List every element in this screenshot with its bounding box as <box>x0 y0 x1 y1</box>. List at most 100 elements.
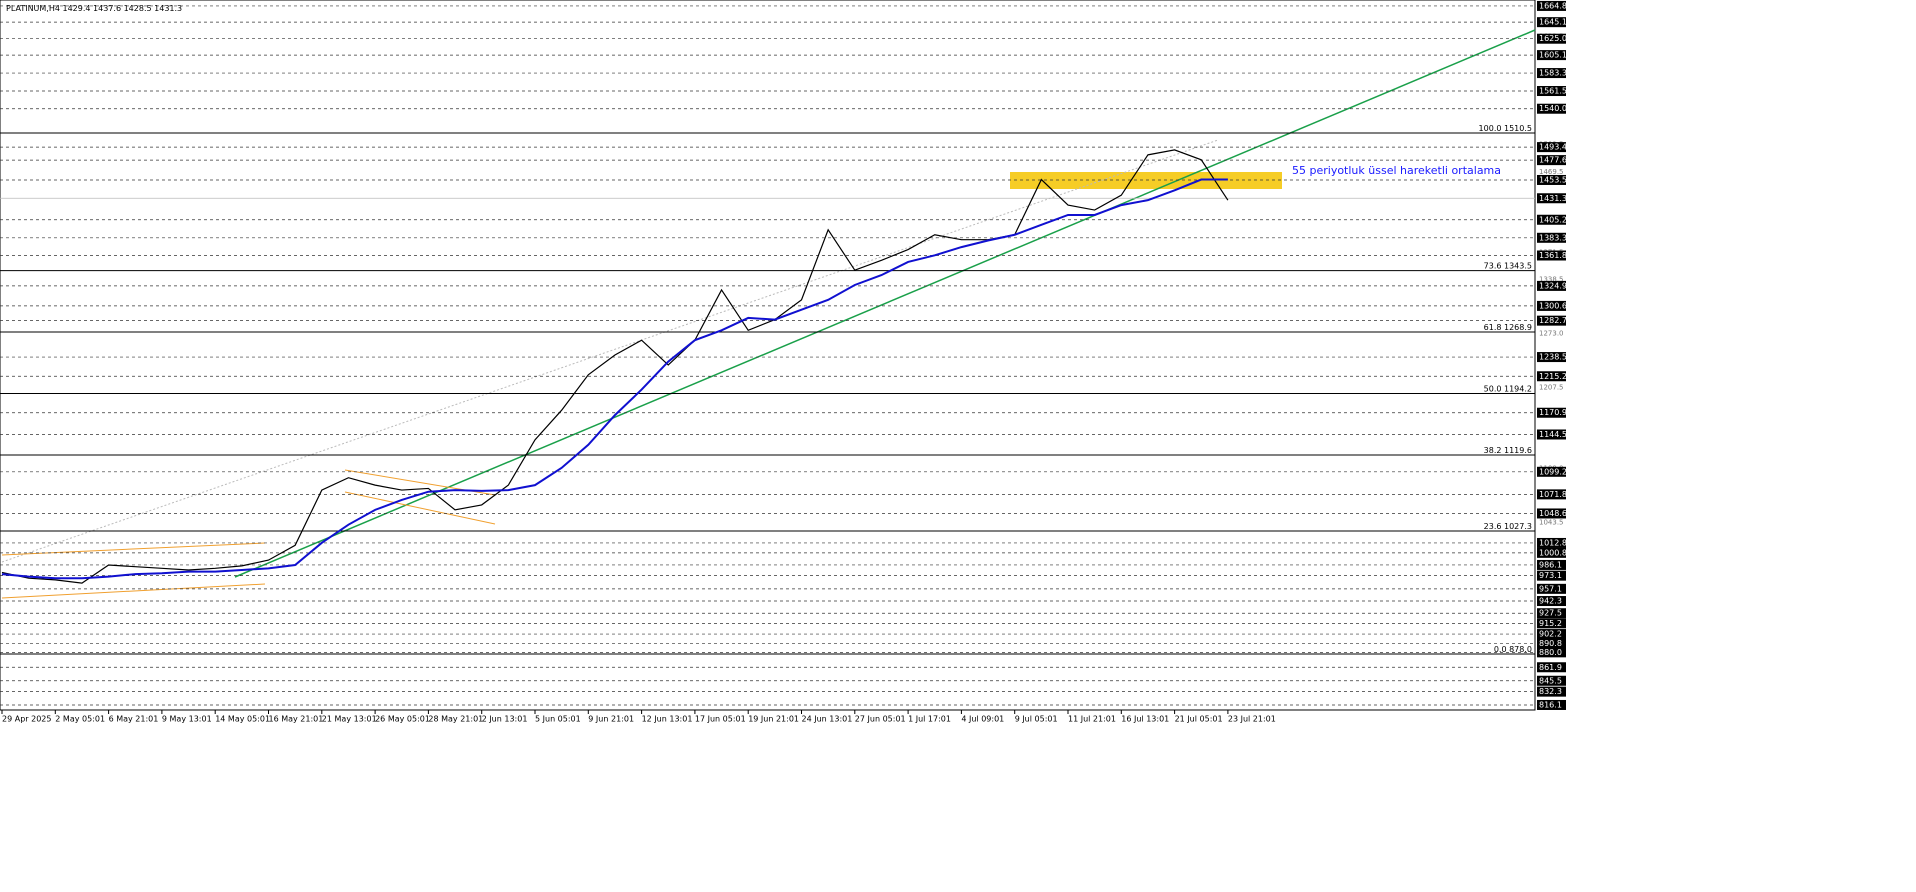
tick-box <box>1537 232 1566 243</box>
y-tick-label: 1361.8 <box>1539 251 1567 260</box>
tick-box <box>1537 315 1566 326</box>
tick-box <box>1537 647 1566 658</box>
y-tick-label: 1431.3 <box>1539 194 1567 203</box>
y-tick-label: 1144.5 <box>1539 430 1567 439</box>
tick-box <box>1537 466 1566 477</box>
ema-line <box>1 178 1228 580</box>
y-tick-label: 1000.8 <box>1539 548 1567 557</box>
tick-box <box>1537 583 1566 594</box>
tick-box <box>1537 489 1566 500</box>
y-tick-label: 1405.2 <box>1539 215 1567 224</box>
close: 1431.3 <box>154 4 182 13</box>
tick-box <box>1537 33 1566 44</box>
minor-tick-label: 1273.0 <box>1539 330 1564 338</box>
trend-line <box>234 29 1536 578</box>
tick-box <box>1537 596 1566 607</box>
fib-price: 1268.9 <box>1504 323 1532 332</box>
tick-box <box>1537 68 1566 79</box>
tick-box <box>1537 547 1566 558</box>
x-tick-label: 28 May 21:01 <box>428 715 483 724</box>
x-tick-label: 19 Jun 21:01 <box>748 715 799 724</box>
tick-box <box>1537 193 1566 204</box>
y-tick-label: 861.9 <box>1539 663 1562 672</box>
minor-tick-label: 1469.5 <box>1539 168 1564 176</box>
y-tick-label: 1625.0 <box>1539 34 1567 43</box>
channel-line <box>1 583 266 599</box>
open: 1429.4 <box>63 4 91 13</box>
y-tick-label: 1561.5 <box>1539 87 1567 96</box>
x-tick-label: 26 May 05:01 <box>375 715 430 724</box>
x-tick-label: 16 Jul 13:01 <box>1121 715 1169 724</box>
price-line <box>1 149 1229 584</box>
tick-box <box>1537 142 1566 153</box>
y-tick-label: 1453.5 <box>1539 175 1567 184</box>
chart-header: PLATINUM,H4 1429.4 1437.6 1428.5 1431.3 <box>6 4 182 13</box>
fib-label: 50.0 1194.2 <box>1484 384 1532 393</box>
tick-box <box>1537 280 1566 291</box>
fib-price: 1343.5 <box>1504 261 1532 270</box>
x-tick-label: 24 Jun 13:01 <box>802 715 853 724</box>
y-tick-label: 1170.9 <box>1539 408 1567 417</box>
tick-box <box>1537 608 1566 619</box>
tick-box <box>1537 17 1566 28</box>
fib-label: 61.8 1268.9 <box>1484 323 1532 332</box>
plot-area <box>0 0 1536 711</box>
tick-box <box>1537 675 1566 686</box>
x-tick-label: 2 May 05:01 <box>55 715 105 724</box>
y-tick-label: 927.5 <box>1539 609 1562 618</box>
x-tick-label: 21 May 13:01 <box>322 715 377 724</box>
y-tick-label: 845.5 <box>1539 676 1562 685</box>
x-tick-label: 27 Jun 05:01 <box>855 715 906 724</box>
x-tick-label: 6 May 21:01 <box>109 715 159 724</box>
fib-label: 38.2 1119.6 <box>1484 445 1532 454</box>
x-tick-label: 5 Jun 05:01 <box>535 715 581 724</box>
y-tick-label: 1238.5 <box>1539 353 1567 362</box>
y-tick-label: 1664.8 <box>1539 1 1567 10</box>
x-tick-label: 23 Jul 21:01 <box>1228 715 1276 724</box>
fib-label: 23.6 1027.3 <box>1484 522 1532 531</box>
x-tick-label: 14 May 05:01 <box>215 715 270 724</box>
high: 1437.6 <box>93 4 121 13</box>
y-tick-label: 1645.1 <box>1539 18 1567 27</box>
tick-box <box>1537 429 1566 440</box>
tick-box <box>1537 699 1566 710</box>
y-tick-label: 1300.6 <box>1539 301 1567 310</box>
y-tick-label: 1048.6 <box>1539 509 1567 518</box>
y-tick-label: 1282.7 <box>1539 316 1567 325</box>
y-tick-label: 816.1 <box>1539 700 1562 709</box>
fib-price: 1119.6 <box>1504 445 1532 454</box>
fib-level: 0.0 <box>1494 644 1507 653</box>
y-tick-label: 1324.9 <box>1539 281 1567 290</box>
fib-price: 1510.5 <box>1504 124 1532 133</box>
y-tick-label: 1071.8 <box>1539 490 1567 499</box>
x-tick-label: 21 Jul 05:01 <box>1175 715 1223 724</box>
x-tick-label: 4 Jul 09:01 <box>961 715 1004 724</box>
x-tick-label: 9 May 13:01 <box>162 715 212 724</box>
x-tick-label: 2 Jun 13:01 <box>482 715 528 724</box>
y-tick-label: 973.1 <box>1539 571 1562 580</box>
fib-level: 73.6 <box>1484 261 1502 270</box>
y-tick-label: 1099.2 <box>1539 467 1567 476</box>
y-tick-label: 902.2 <box>1539 630 1562 639</box>
y-tick-label: 986.1 <box>1539 560 1562 569</box>
minor-tick-label: 1207.5 <box>1539 384 1564 392</box>
y-tick-label: 1605.1 <box>1539 51 1567 60</box>
annotation: 55 periyotluk üssel hareketli ortalama <box>1292 164 1501 177</box>
fib-level: 50.0 <box>1484 384 1502 393</box>
y-tick-label: 1493.4 <box>1539 143 1567 152</box>
tick-box <box>1537 214 1566 225</box>
x-tick-label: 9 Jul 05:01 <box>1015 715 1058 724</box>
tick-box <box>1537 686 1566 697</box>
tick-box <box>1537 103 1566 114</box>
y-tick-label: 1540.0 <box>1539 104 1567 113</box>
resistance-zone <box>1010 172 1282 189</box>
y-tick-label: 1012.8 <box>1539 538 1567 547</box>
tick-box <box>1537 155 1566 166</box>
y-tick-label: 942.3 <box>1539 597 1562 606</box>
fib-base-line <box>1 139 1219 563</box>
tick-box <box>1537 371 1566 382</box>
fib-level: 61.8 <box>1484 323 1502 332</box>
y-tick-label: 1477.6 <box>1539 156 1567 165</box>
tick-box <box>1537 570 1566 581</box>
